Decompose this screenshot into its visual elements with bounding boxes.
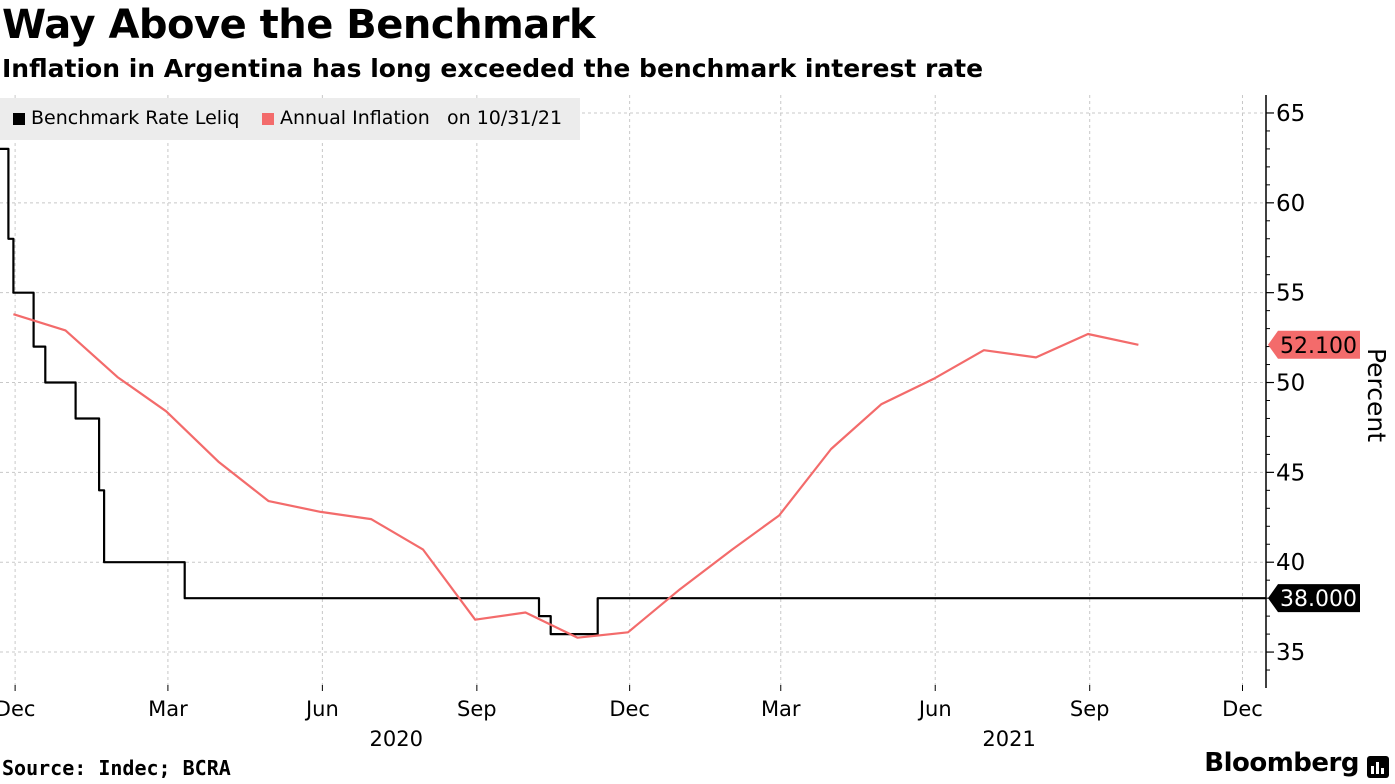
y-tick-label-55: 55: [1276, 281, 1305, 307]
chart-subtitle: Inflation in Argentina has long exceeded…: [2, 54, 984, 83]
chart-title: Way Above the Benchmark: [2, 2, 596, 48]
bloomberg-terminal-icon: [1367, 756, 1389, 778]
x-tick-label-dec: Dec: [609, 697, 650, 721]
series-line-inflation: [13, 313, 1139, 639]
y-tick-label-35: 35: [1276, 640, 1305, 666]
legend-swatch-benchmark: [13, 113, 25, 125]
x-tick-label-mar: Mar: [148, 697, 188, 721]
x-tick-label-jun: Jun: [917, 697, 952, 721]
legend-date-note: on 10/31/21: [447, 107, 563, 129]
last-value-label: 38.000: [1280, 587, 1357, 612]
x-year-label-2020: 2020: [370, 727, 423, 751]
legend-label-benchmark: Benchmark Rate Leliq: [31, 107, 240, 129]
y-tick-label-40: 40: [1276, 550, 1305, 576]
x-tick-label-sep: Sep: [457, 697, 497, 721]
y-axis-title: Percent: [1362, 348, 1391, 442]
last-value-tag-inflation: 52.100: [1268, 330, 1360, 359]
y-tick-label-45: 45: [1276, 460, 1305, 486]
last-value-tag-box: [1268, 330, 1360, 359]
y-tick-label-65: 65: [1276, 101, 1305, 127]
x-tick-label-jun: Jun: [304, 697, 339, 721]
series-line-benchmark: [0, 147, 1266, 636]
x-year-label-2021: 2021: [982, 727, 1035, 751]
x-tick-label-mar: Mar: [761, 697, 801, 721]
x-tick-label-dec: Dec: [1222, 697, 1263, 721]
y-tick-label-60: 60: [1276, 191, 1305, 217]
legend: Benchmark Rate Leliq Annual Inflation on…: [0, 98, 580, 140]
bloomberg-logo-text: Bloomberg: [1204, 748, 1359, 778]
legend-swatch-inflation: [262, 113, 274, 125]
y-tick-label-50: 50: [1276, 371, 1305, 397]
last-value-tag-benchmark: 38.000: [1268, 584, 1360, 613]
legend-label-inflation: Annual Inflation: [280, 107, 430, 129]
x-tick-label-dec: Dec: [0, 697, 35, 721]
last-value-tag-box: [1268, 584, 1360, 613]
x-tick-label-sep: Sep: [1070, 697, 1110, 721]
source-note: Source: Indec; BCRA: [2, 756, 231, 780]
last-value-label: 52.100: [1280, 334, 1357, 359]
